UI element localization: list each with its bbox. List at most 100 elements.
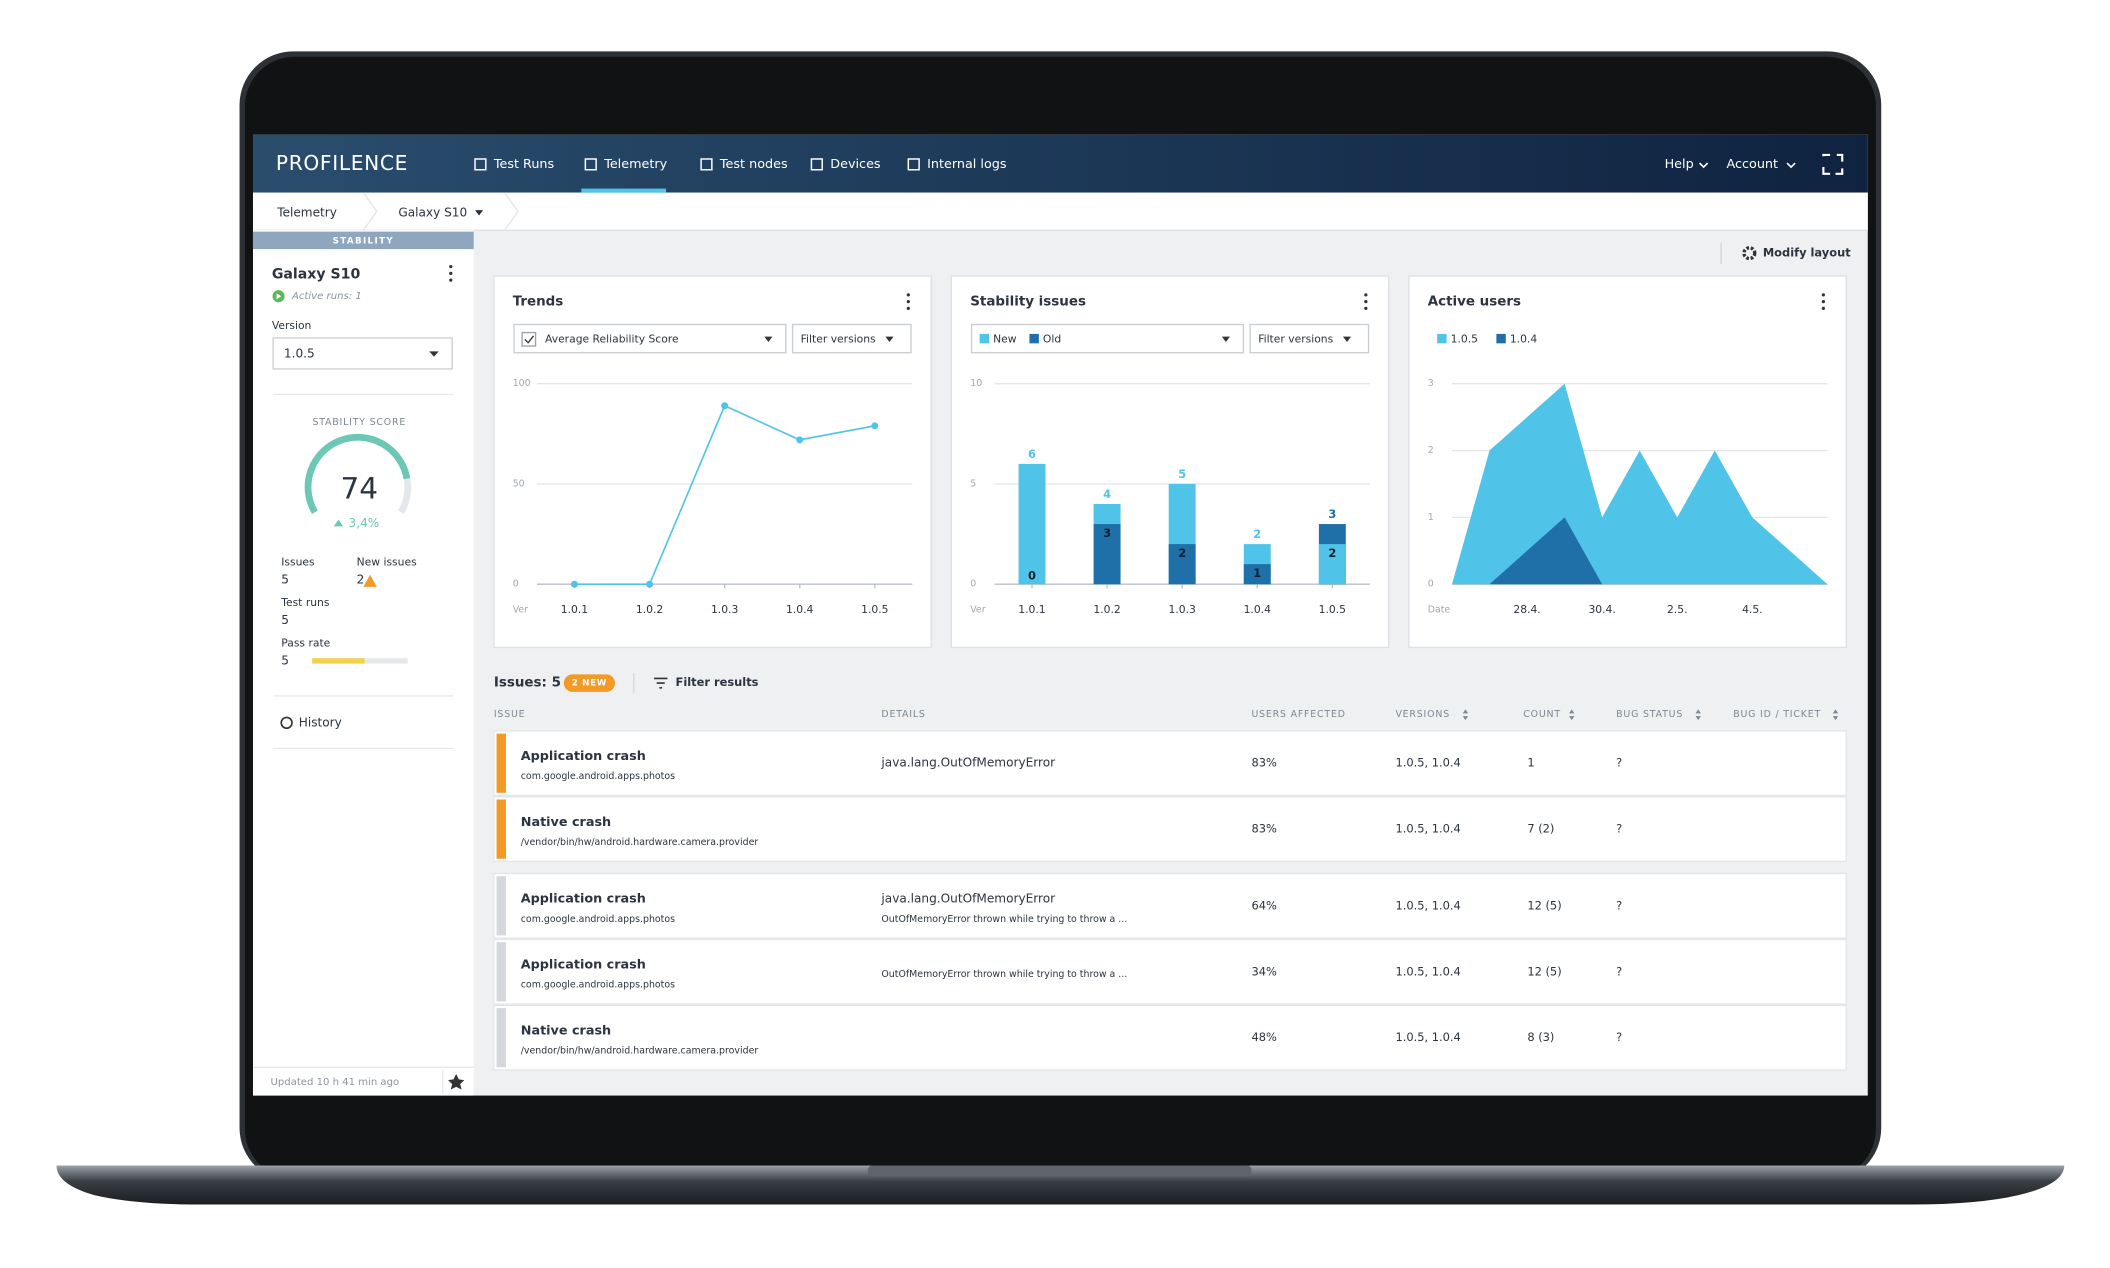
- kebab: [1364, 306, 1368, 310]
- card-title: Active users: [1428, 295, 1521, 310]
- x-tick-label: 4.5.: [1742, 603, 1763, 616]
- nav-menu[interactable]: Help: [1665, 157, 1694, 172]
- count: 12 (5): [1527, 964, 1561, 978]
- nav-item[interactable]: Telemetry: [603, 157, 667, 172]
- fullscreen-icon[interactable]: [1822, 153, 1844, 175]
- stat-value: 5: [281, 613, 289, 627]
- nav-item[interactable]: Test nodes: [719, 157, 788, 172]
- data-label: 2: [1328, 546, 1336, 560]
- table-row[interactable]: [493, 796, 1847, 863]
- data-label: 3: [1328, 507, 1336, 521]
- nav-item[interactable]: Internal logs: [927, 157, 1007, 172]
- data-label: 2: [1253, 527, 1261, 541]
- score: 74: [340, 472, 378, 506]
- caret: [475, 210, 484, 216]
- stat-label: New issues: [357, 556, 417, 569]
- row-flag: [496, 799, 506, 859]
- kebab: [1821, 300, 1825, 304]
- y-tick-label: 10: [970, 378, 982, 389]
- nav-bar: [252, 134, 1868, 193]
- issue-title: Native crash: [521, 815, 611, 830]
- column-header: BUG ID / TICKET: [1733, 709, 1821, 720]
- kebab: [1364, 300, 1368, 304]
- versions: 1.0.5, 1.0.4: [1395, 756, 1460, 770]
- count: 12 (5): [1527, 898, 1561, 912]
- data-label: 5: [1178, 467, 1186, 481]
- x-tick-label: 1.0.1: [1018, 603, 1045, 616]
- count: 1: [1527, 756, 1534, 770]
- up-arrow: [333, 519, 344, 527]
- stat-value: 5: [281, 653, 289, 667]
- details-note: OutOfMemoryError thrown while trying to …: [881, 969, 1127, 980]
- users-affected: 83%: [1251, 822, 1277, 836]
- bug-status: ?: [1616, 964, 1622, 978]
- y-tick-label: 100: [513, 378, 531, 389]
- bug-status: ?: [1616, 822, 1622, 836]
- legend-label: New: [993, 332, 1017, 345]
- modify-layout[interactable]: Modify layout: [1763, 246, 1851, 260]
- dropdown[interactable]: [513, 323, 787, 354]
- crumb-sep: [362, 192, 378, 231]
- x-tick-label: 1.0.4: [786, 603, 814, 616]
- sidebar-tab: [252, 231, 474, 250]
- y-tick-label: 0: [1428, 579, 1434, 590]
- version-select[interactable]: [272, 337, 453, 370]
- laptop-base: [56, 1165, 2065, 1205]
- x-tick-label: 2.5.: [1667, 603, 1688, 616]
- nav-item[interactable]: Devices: [830, 157, 881, 172]
- kebab[interactable]: [449, 265, 453, 269]
- versions: 1.0.5, 1.0.4: [1395, 964, 1460, 978]
- issue-source: com.google.android.apps.photos: [521, 914, 675, 925]
- tab-label: STABILITY: [333, 237, 394, 247]
- kebab: [449, 271, 453, 275]
- data-label: 1: [1253, 566, 1261, 580]
- dropdown[interactable]: [791, 323, 912, 354]
- area: [1451, 383, 1828, 585]
- legend-label: Old: [1043, 332, 1061, 345]
- breadcrumb[interactable]: Telemetry: [276, 205, 337, 219]
- filter-results[interactable]: Filter results: [676, 675, 759, 689]
- bar: [1318, 544, 1346, 585]
- star-icon[interactable]: [448, 1074, 465, 1090]
- kebab: [1364, 293, 1368, 297]
- y-tick-label: 2: [1428, 445, 1434, 456]
- row-flag: [496, 1008, 506, 1068]
- content: PROFILENCE Test Runs Telemetry Test nodes De…: [270, 151, 1851, 1088]
- legend-swatch: [1029, 333, 1039, 344]
- issue-title: Application crash: [521, 892, 646, 907]
- table-row[interactable]: [493, 872, 1847, 939]
- card-title: Trends: [513, 295, 564, 310]
- table-row[interactable]: [493, 1004, 1847, 1071]
- bar: [1093, 524, 1121, 585]
- x-tick-label: 1.0.5: [1319, 603, 1346, 616]
- device-name: Galaxy S10: [272, 267, 361, 283]
- sort-icon: [1832, 709, 1839, 721]
- nav-menu[interactable]: Account: [1726, 157, 1778, 172]
- warning-icon: [363, 574, 377, 587]
- pass-bar: [312, 658, 365, 664]
- issue-source: com.google.android.apps.photos: [521, 980, 675, 991]
- bar: [1243, 564, 1271, 585]
- column-header: BUG STATUS: [1616, 709, 1683, 720]
- breadcrumb[interactable]: Galaxy S10: [398, 205, 467, 219]
- details-note: OutOfMemoryError thrown while trying to …: [881, 914, 1127, 925]
- x-tick-label: 1.0.5: [861, 603, 888, 616]
- data-label: 2: [1178, 546, 1186, 560]
- caret: [885, 336, 894, 342]
- data-label: 6: [1028, 447, 1036, 461]
- history-link[interactable]: History: [299, 715, 342, 729]
- caret: [1699, 162, 1796, 169]
- table-row[interactable]: [493, 730, 1847, 797]
- issue-title: Native crash: [521, 1023, 611, 1038]
- score-change: 3,4%: [349, 516, 380, 530]
- sort-icon: [1462, 709, 1469, 721]
- table-row[interactable]: [493, 938, 1847, 1005]
- x-tick-label: 1.0.2: [1093, 603, 1120, 616]
- nav-item[interactable]: Test Runs: [493, 157, 555, 172]
- dropdown[interactable]: [970, 323, 1245, 354]
- caret: [429, 351, 439, 357]
- caret: [764, 336, 773, 342]
- gauge-arc: [304, 433, 411, 514]
- point: [646, 580, 654, 588]
- issue-source: /vendor/bin/hw/android.hardware.camera.p…: [521, 1046, 759, 1057]
